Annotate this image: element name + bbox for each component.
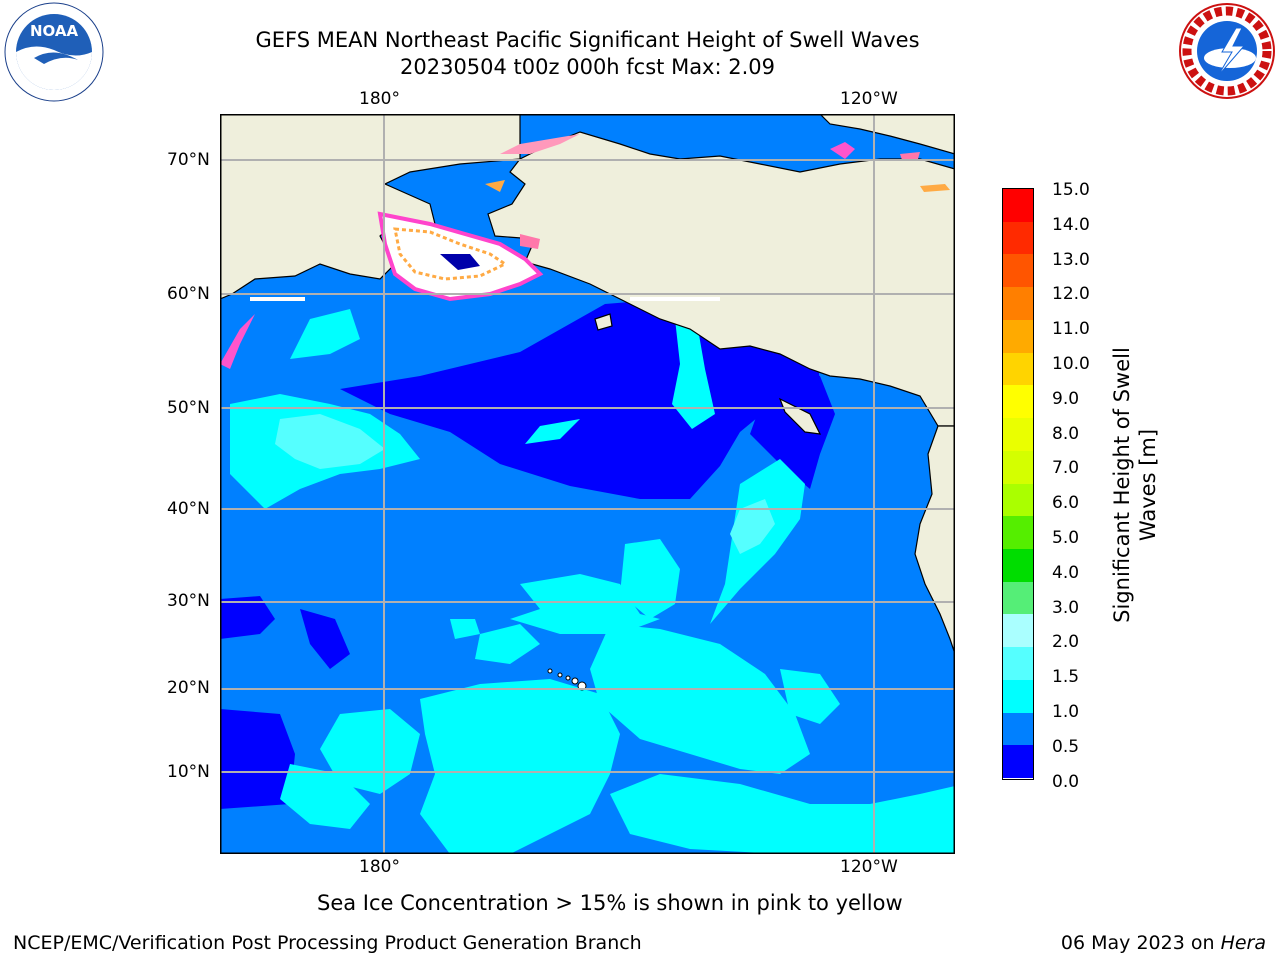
lat-label-30n: 30°N — [167, 591, 210, 611]
colorbar-tick-label: 8.0 — [1052, 423, 1080, 444]
sea-ice-region — [220, 134, 950, 369]
colorbar-tick-label: 14.0 — [1052, 214, 1090, 235]
top-lon-label-180: 180° — [359, 89, 400, 109]
colorbar-swatch — [1003, 254, 1033, 288]
colorbar-tick-label: 0.0 — [1052, 771, 1080, 792]
colorbar-tick-label: 1.0 — [1052, 702, 1080, 722]
noaa-logo-icon: NOAA — [4, 2, 104, 102]
colorbar-tick-labels: 15.0 14.0 13.0 12.0 11.0 10.0 9.0 8.0 7.0 6.0 5.0 4… — [1052, 180, 1112, 792]
lat-label-20n: 20°N — [167, 678, 210, 698]
colorbar-swatch — [1003, 483, 1033, 517]
chart-title: GEFS MEAN Northeast Pacific Significant … — [255, 28, 920, 52]
bottom-lon-label-180: 180° — [359, 857, 400, 877]
colorbar-swatch — [1003, 450, 1033, 484]
colorbar-tick-label: 3.0 — [1052, 597, 1080, 618]
machine-name: Hera — [1220, 932, 1266, 954]
colorbar-tick-label: 4.0 — [1052, 562, 1080, 583]
colorbar-swatch — [1003, 189, 1033, 223]
colorbar-swatch — [1003, 647, 1033, 681]
swell-high-zones — [275, 414, 775, 554]
date-stamp: 06 May 2023 on Hera — [1061, 932, 1266, 954]
colorbar-tick-label: 1.5 — [1052, 667, 1080, 688]
colorbar-swatch — [1003, 287, 1033, 321]
colorbar-tick-label: 15.0 — [1052, 180, 1090, 200]
colorbar-tick-label: 2.0 — [1052, 632, 1080, 653]
sea-ice-note: Sea Ice Concentration > 15% is shown in … — [317, 891, 903, 915]
map-frame — [220, 114, 955, 854]
colorbar-swatch — [1003, 319, 1033, 354]
bottom-lon-label-120w: 120°W — [840, 857, 898, 877]
colorbar — [1002, 188, 1034, 780]
lat-label-60n: 60°N — [167, 284, 210, 304]
chart-subtitle: 20230504 t00z 000h fcst Max: 2.09 — [400, 55, 775, 79]
graticule — [220, 114, 955, 854]
date-text: 06 May 2023 on — [1060, 932, 1221, 954]
credit-text: NCEP/EMC/Verification Post Processing Pr… — [13, 932, 642, 954]
colorbar-tick-label: 9.0 — [1052, 388, 1080, 409]
colorbar-tick-label: 11.0 — [1052, 319, 1090, 340]
lat-label-40n: 40°N — [167, 499, 210, 519]
no-data-strips — [250, 297, 720, 301]
colorbar-tick-label: 12.0 — [1052, 284, 1090, 305]
colorbar-swatch — [1003, 581, 1033, 615]
colorbar-tick-label: 10.0 — [1052, 354, 1090, 374]
colorbar-swatch — [1003, 679, 1033, 714]
colorbar-swatch — [1003, 548, 1033, 583]
map-canvas — [220, 114, 955, 854]
colorbar-swatch — [1003, 516, 1033, 550]
colorbar-tick-label: 5.0 — [1052, 528, 1080, 548]
colorbar-tick-label: 0.5 — [1052, 736, 1080, 757]
colorbar-tick-label: 13.0 — [1052, 249, 1090, 270]
colorbar-swatch — [1003, 745, 1033, 779]
top-lon-label-120w: 120°W — [840, 89, 898, 109]
lat-label-50n: 50°N — [167, 398, 210, 418]
colorbar-label: Significant Height of Swell Waves [m] — [1110, 347, 1160, 623]
lat-label-70n: 70°N — [167, 150, 210, 170]
colorbar-swatch — [1003, 712, 1033, 746]
nws-logo-icon — [1178, 2, 1276, 100]
colorbar-tick-label: 7.0 — [1052, 458, 1080, 479]
lat-label-10n: 10°N — [167, 762, 210, 782]
colorbar-swatches — [1003, 189, 1033, 779]
noaa-logo-text: NOAA — [30, 22, 79, 40]
colorbar-swatch — [1003, 221, 1033, 255]
colorbar-swatch — [1003, 418, 1033, 452]
colorbar-swatch — [1003, 385, 1033, 419]
colorbar-tick-label: 6.0 — [1052, 493, 1080, 514]
map-panel — [220, 114, 955, 854]
colorbar-swatch — [1003, 614, 1033, 648]
colorbar-swatch — [1003, 352, 1033, 386]
